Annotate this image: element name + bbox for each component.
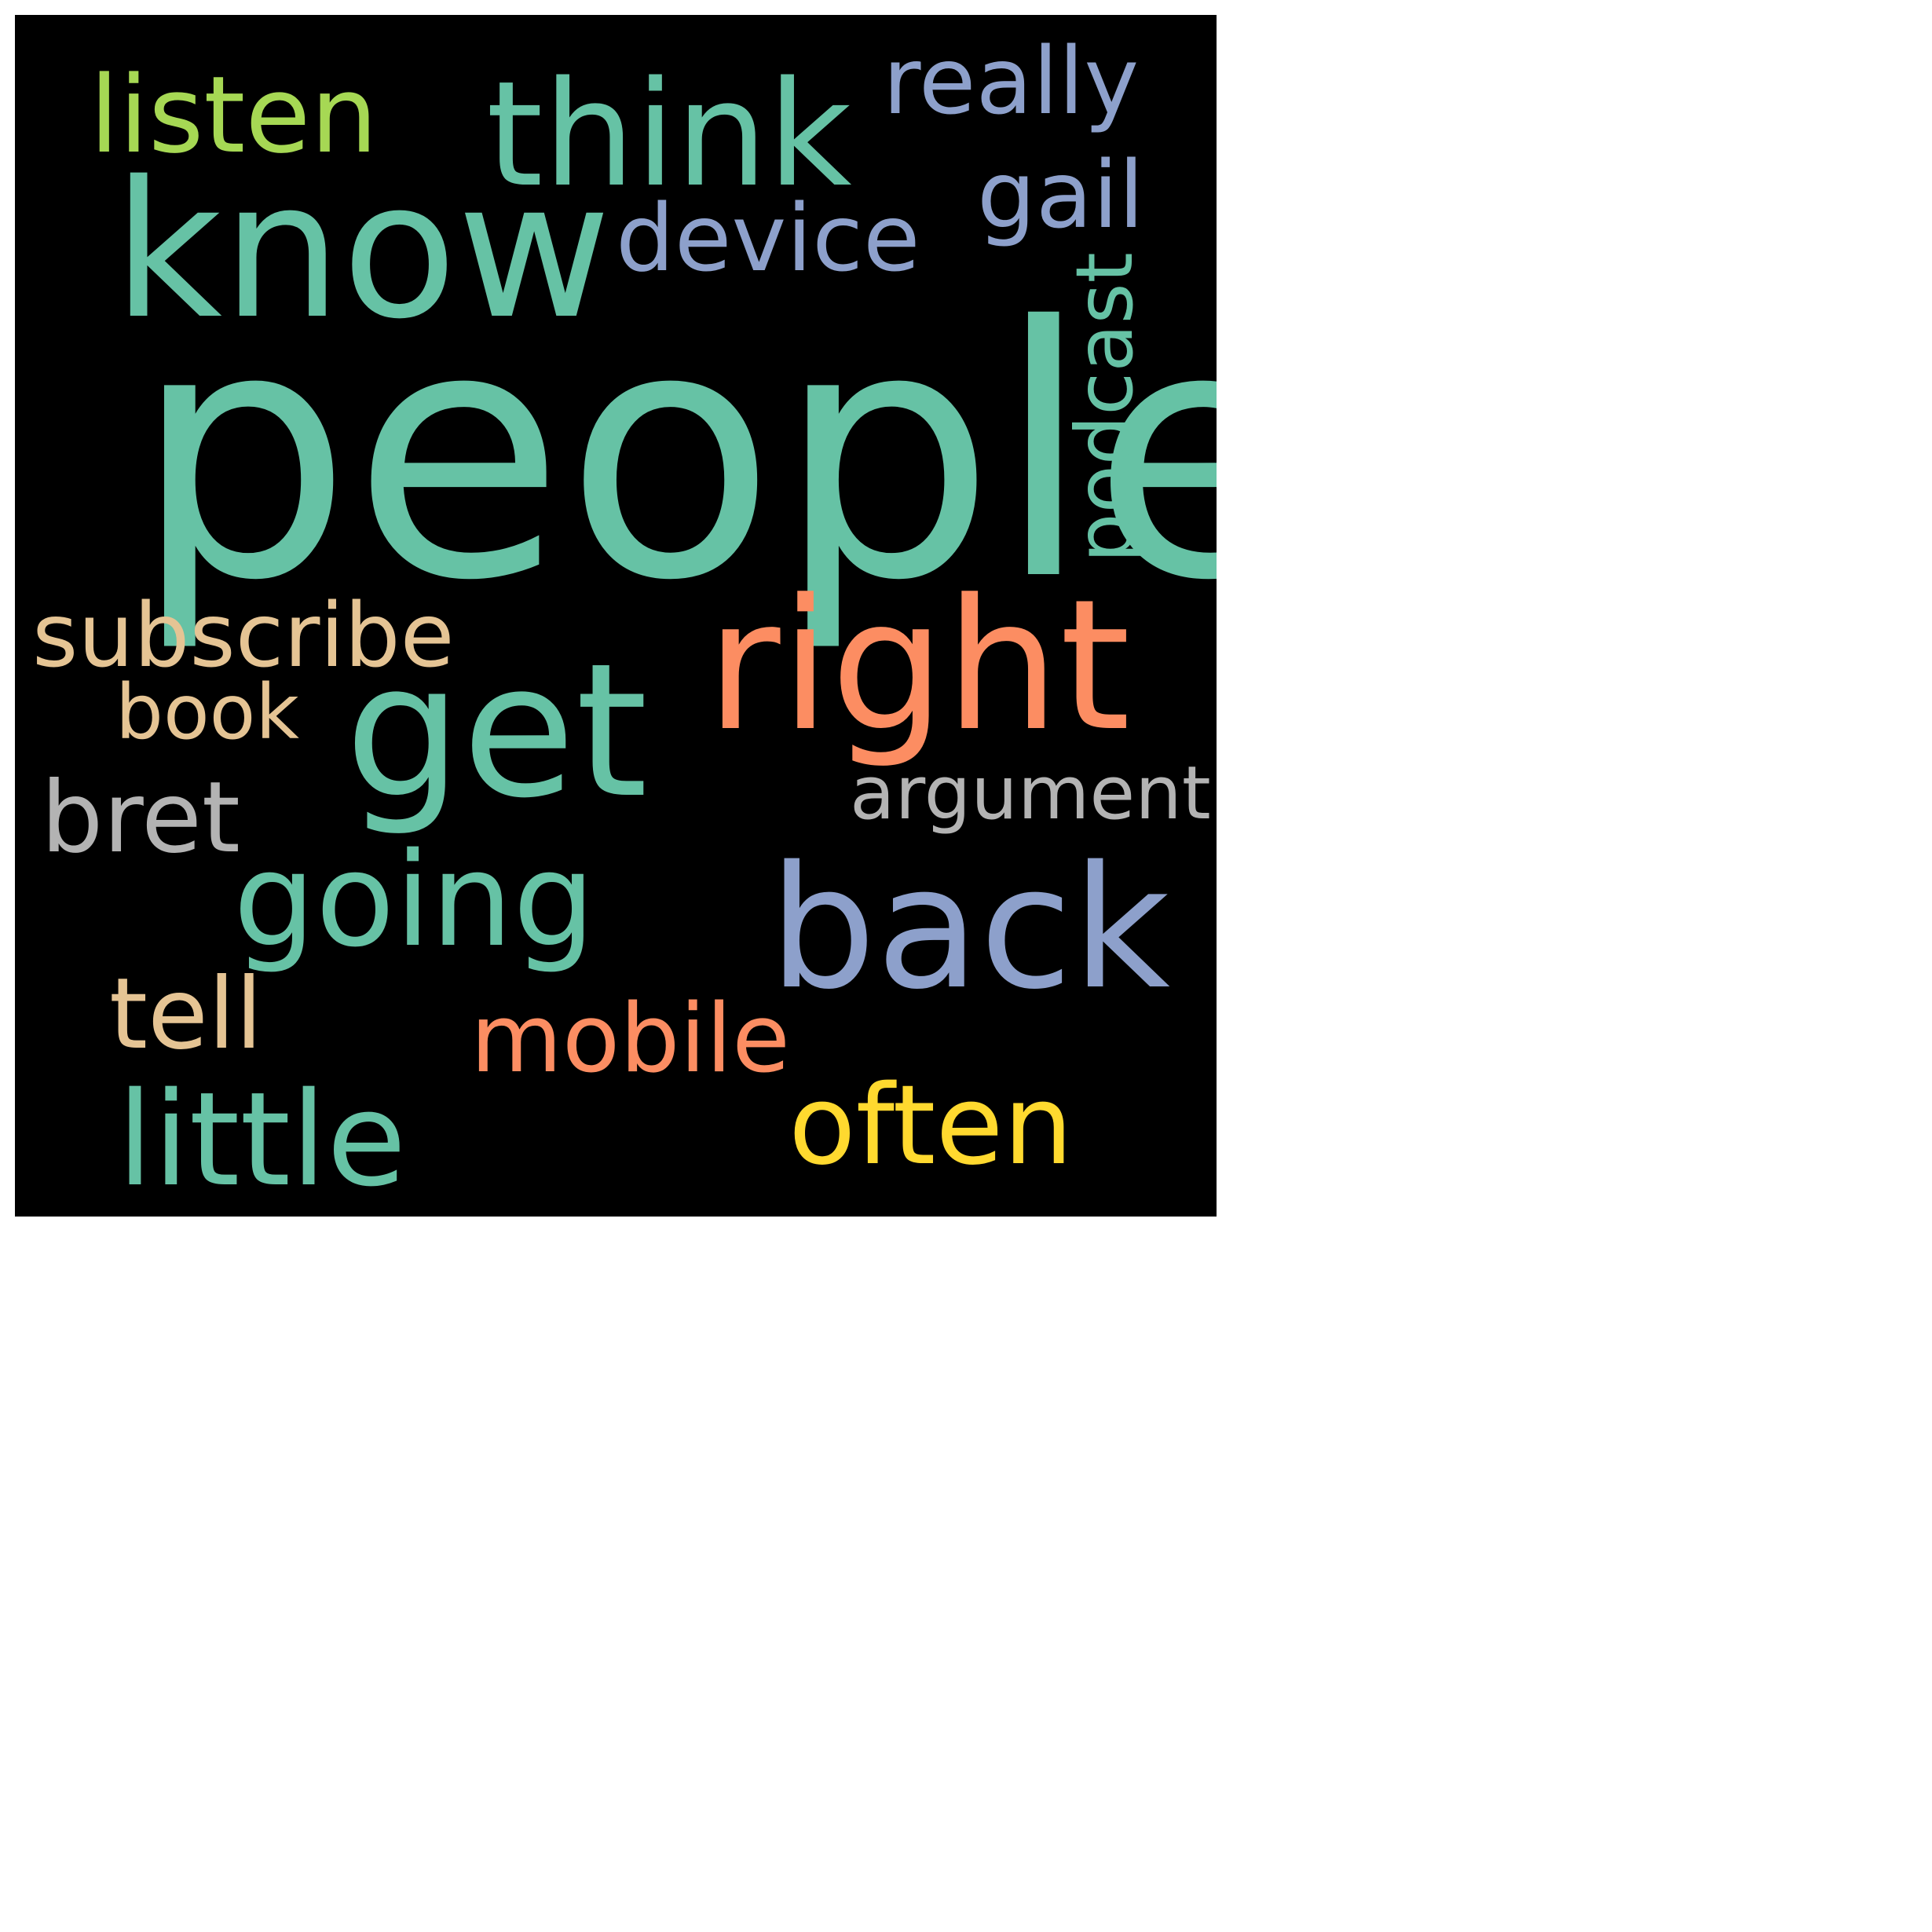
word-right: right	[706, 562, 1131, 771]
word-argument: argument	[850, 751, 1211, 836]
word-bret: bret	[41, 761, 240, 875]
word-book: book	[115, 668, 299, 756]
word-know: know	[113, 141, 612, 360]
word-tell: tell	[109, 957, 263, 1071]
word-little: little	[117, 1064, 407, 1215]
word-think: think	[486, 49, 852, 219]
word-gail: gail	[977, 141, 1144, 249]
word-podcast: podcast	[1058, 252, 1151, 563]
word-going: going	[233, 825, 595, 975]
word-people: people	[133, 254, 1217, 656]
word-mobile: mobile	[470, 985, 790, 1094]
word-back: back	[769, 829, 1170, 1026]
word-really: really	[883, 27, 1140, 135]
word-often: often	[789, 1062, 1074, 1190]
word-cloud: people know think listen really device g…	[15, 15, 1217, 1217]
word-device: device	[616, 184, 920, 292]
word-subscribe: subscribe	[32, 585, 455, 687]
word-listen: listen	[90, 53, 378, 177]
word-get: get	[345, 624, 648, 839]
